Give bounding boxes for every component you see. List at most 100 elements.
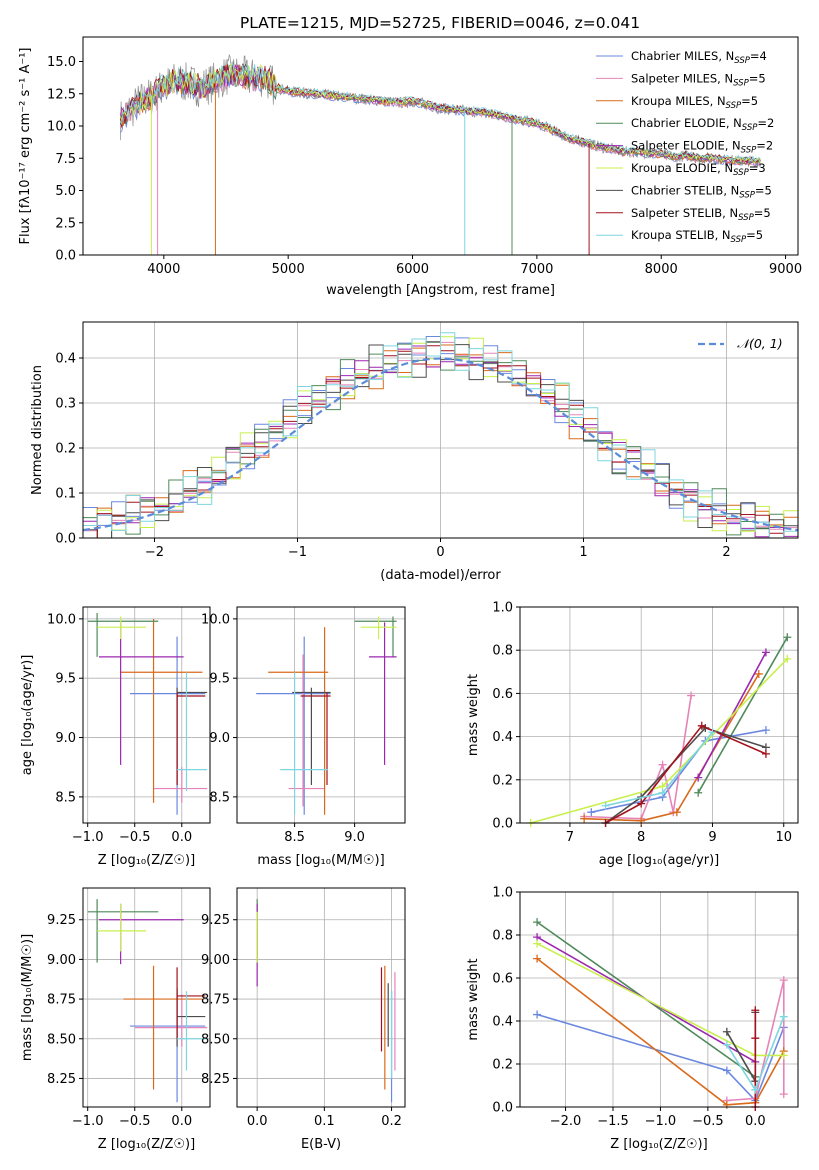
- spectrum-tick-label-y: 5.0: [55, 184, 76, 199]
- spectrum-tick-label-x: 9000: [769, 262, 802, 277]
- mass-vs-Z-tick-label-y: 9.25: [47, 913, 76, 928]
- mass-vs-EBV-frame: [236, 887, 406, 1108]
- massweight-vs-age-frame: [519, 606, 799, 824]
- legend-label: Chabrier MILES, NSSP=4: [631, 49, 767, 66]
- spectrum-tick-label-x: 5000: [272, 262, 305, 277]
- massweight-vs-age-marker: [601, 801, 610, 810]
- massweight-vs-age-marker: [783, 654, 792, 663]
- age-vs-Z-ylabel: age [log₁₀(age/yr)]: [20, 655, 35, 776]
- residuals-tick-label-y: 0.1: [55, 487, 76, 502]
- massweight-vs-Z-tick-label-y: 1.0: [492, 886, 513, 901]
- massweight-vs-age-series-line: [591, 729, 767, 813]
- legend-label: Salpeter MILES, NSSP=5: [631, 71, 766, 88]
- mass-vs-Z-frame: [82, 887, 211, 1108]
- massweight-vs-Z-marker: [533, 939, 542, 948]
- residuals-frame: [82, 321, 799, 539]
- mass-vs-EBV-tick-label-y: 9.00: [201, 953, 230, 968]
- mass-vs-Z-ylabel: mass [log₁₀(M/M☉)]: [20, 934, 35, 1061]
- spectrum-ylabel: Flux [fλ10⁻¹⁷ erg cm⁻² s⁻¹ A⁻¹]: [18, 48, 33, 245]
- residuals-tick-label-y: 0.3: [55, 397, 76, 412]
- model-spectrum-line: [119, 65, 761, 167]
- massweight-vs-Z-tick-label-y: 0.0: [492, 1101, 513, 1116]
- massweight-vs-age-tick-label-y: 0.0: [492, 817, 513, 832]
- massweight-vs-Z-marker: [779, 1090, 788, 1099]
- mass-vs-Z-tick-label-y: 8.25: [47, 1072, 76, 1087]
- mass-vs-Z-tick-label-y: 9.00: [47, 953, 76, 968]
- age-vs-mass-tick-label-y: 8.5: [209, 790, 230, 805]
- massweight-vs-age-marker: [697, 721, 706, 730]
- massweight-vs-Z-tick-label-x: −0.5: [692, 1114, 724, 1129]
- age-vs-mass-tick-label-x: 9.0: [344, 830, 365, 845]
- massweight-vs-Z-tick-label-x: 0.0: [745, 1114, 766, 1129]
- model-spectrum-line: [119, 63, 761, 165]
- massweight-vs-age-marker: [637, 799, 646, 808]
- spectrum-bg: [83, 37, 798, 255]
- age-vs-Z-tick-label-x: −1.0: [72, 830, 104, 845]
- legend-label: Salpeter STELIB, NSSP=5: [631, 206, 771, 223]
- massweight-vs-Z-marker: [779, 1012, 788, 1021]
- spectrum-tick-label-x: 6000: [396, 262, 429, 277]
- figure-title: PLATE=1215, MJD=52725, FIBERID=0046, z=0…: [240, 14, 640, 32]
- residuals-ylabel: Normed distribution: [30, 365, 45, 495]
- age-vs-Z-frame: [82, 606, 211, 824]
- residuals-tick-label-y: 0.0: [55, 532, 76, 547]
- massweight-vs-Z-tick-label-y: 0.8: [492, 929, 513, 944]
- massweight-vs-Z-ylabel: mass weight: [466, 958, 481, 1040]
- massweight-vs-Z-xlabel: Z [log₁₀(Z/Z☉)]: [610, 1137, 707, 1152]
- mass-vs-Z-tick-label-x: −0.5: [119, 1114, 151, 1129]
- residuals-plot-area: [83, 332, 798, 538]
- mass-vs-EBV-tick-label-x: 0.2: [381, 1114, 402, 1129]
- massweight-vs-age-tick-label-y: 0.6: [492, 687, 513, 702]
- residuals-tick-label-x: 1: [579, 545, 587, 560]
- massweight-vs-age-series-line: [605, 731, 714, 807]
- massweight-vs-Z-tick-label-x: −1.0: [645, 1114, 677, 1129]
- massweight-vs-Z-marker: [533, 918, 542, 927]
- massweight-vs-Z-tick-label-y: 0.2: [492, 1058, 513, 1073]
- massweight-vs-Z-series-line: [726, 1012, 757, 1085]
- massweight-vs-age-marker: [658, 760, 667, 769]
- spectrum-xlabel: wavelength [Angstrom, rest frame]: [326, 283, 555, 298]
- mass-vs-EBV-tick-label-x: 0.0: [247, 1114, 268, 1129]
- massweight-vs-Z-marker: [722, 1100, 731, 1109]
- mass-vs-Z-tick-label-y: 8.75: [47, 993, 76, 1008]
- massweight-vs-age-marker: [580, 814, 589, 823]
- massweight-vs-Z-marker: [533, 1010, 542, 1019]
- residual-histogram-series: [83, 332, 798, 538]
- legend-label: Kroupa STELIB, NSSP=5: [631, 228, 763, 245]
- spectrum-tick-label-x: 4000: [147, 262, 180, 277]
- spectrum-tick-label-y: 0.0: [55, 249, 76, 264]
- legend-label: Kroupa MILES, NSSP=5: [631, 94, 758, 111]
- mass-vs-Z-tick-label-y: 8.50: [47, 1032, 76, 1047]
- spectrum-tick-label-y: 12.5: [47, 87, 76, 102]
- massweight-vs-age-tick-label-y: 0.8: [492, 644, 513, 659]
- age-vs-mass-tick-label-y: 9.5: [209, 672, 230, 687]
- massweight-vs-age-series-line: [697, 636, 788, 794]
- massweight-vs-Z-marker: [533, 954, 542, 963]
- legend-label: Salpeter ELODIE, NSSP=2: [631, 139, 773, 156]
- massweight-vs-age-marker: [783, 633, 792, 642]
- massweight-vs-age-marker: [761, 648, 770, 657]
- massweight-vs-age-series-line: [605, 724, 767, 824]
- massweight-vs-age-tick-label-x: 8: [637, 830, 645, 845]
- massweight-vs-Z-marker: [722, 1027, 731, 1036]
- spectrum-tick-label-y: 2.5: [55, 216, 76, 231]
- residuals-tick-label-x: −2: [145, 545, 164, 560]
- massweight-vs-Z-marker: [779, 1051, 788, 1060]
- massweight-vs-Z-marker: [751, 1006, 760, 1015]
- normal-curve: [83, 357, 798, 532]
- massweight-vs-age-tick-label-x: 7: [566, 830, 574, 845]
- massweight-vs-age-marker: [672, 808, 681, 817]
- massweight-vs-Z-marker: [779, 976, 788, 985]
- massweight-vs-age-marker: [694, 788, 703, 797]
- massweight-vs-Z-frame: [519, 891, 799, 1108]
- mass-vs-EBV-tick-label-y: 8.50: [201, 1032, 230, 1047]
- residuals-tick-label-y: 0.2: [55, 442, 76, 457]
- spectrum-tick-label-x: 8000: [645, 262, 678, 277]
- massweight-vs-Z-tick-label-x: −2.0: [550, 1114, 582, 1129]
- massweight-vs-age-xlabel: age [log₁₀(age/yr)]: [599, 853, 720, 868]
- massweight-vs-age-marker: [761, 749, 770, 758]
- age-vs-mass-frame: [236, 606, 406, 824]
- age-vs-mass-tick-label-y: 9.0: [209, 731, 230, 746]
- mass-vs-EBV-tick-label-y: 9.25: [201, 913, 230, 928]
